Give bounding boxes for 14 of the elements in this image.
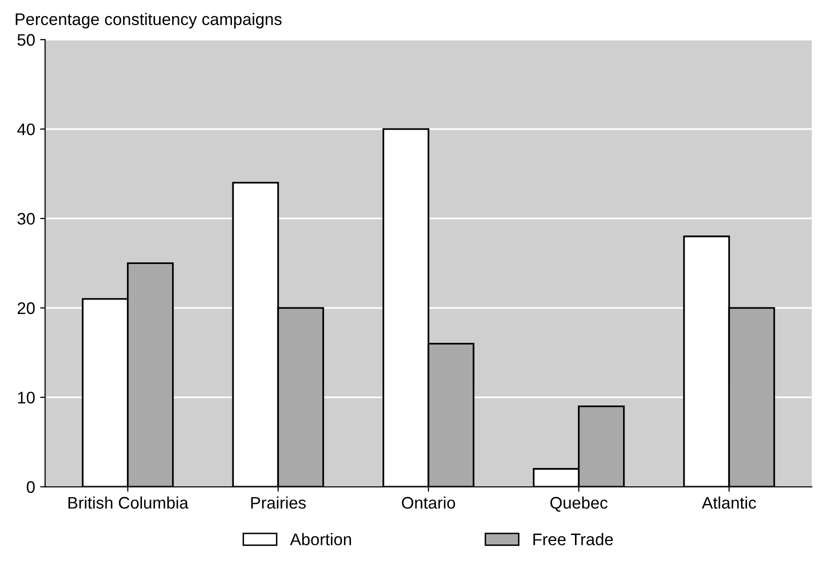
y-tick-label: 0 <box>26 481 35 493</box>
y-tick-label: 20 <box>18 302 35 314</box>
x-tick-label: Quebec <box>550 496 608 512</box>
x-tick-label: Atlantic <box>702 496 756 509</box>
x-tick-label: Prairies <box>251 496 306 509</box>
y-tick-label: 40 <box>17 123 35 136</box>
legend-label: Free Trade <box>533 533 613 546</box>
y-tick-label: 10 <box>18 392 35 404</box>
x-tick-label: Ontario <box>402 496 456 509</box>
y-tick-label: 50 <box>18 34 35 46</box>
y-tick-label: 30 <box>17 212 35 225</box>
y-axis-title: Percentage constituency campaigns <box>16 12 282 28</box>
legend-label: Abortion <box>290 533 351 546</box>
x-tick-label: British Columbia <box>68 496 188 509</box>
